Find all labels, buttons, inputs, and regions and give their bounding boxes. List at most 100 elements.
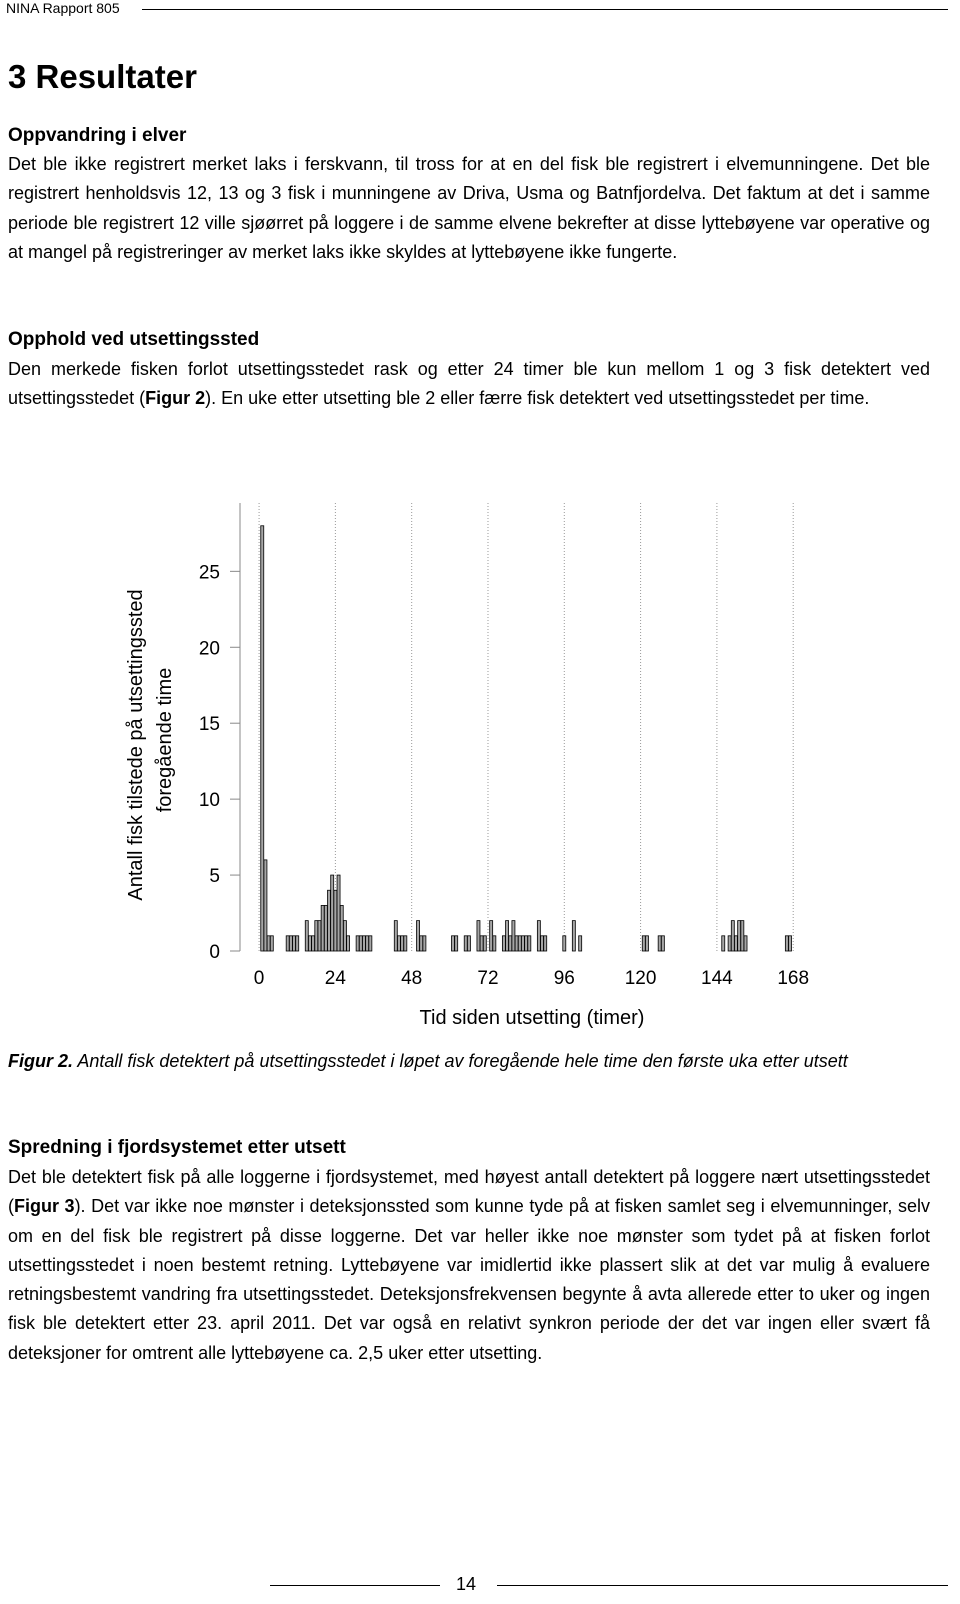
x-tick-label: 0 [254, 968, 265, 989]
bar [393, 920, 398, 952]
x-axis-title: Tid siden utsetting (timer) [420, 1007, 645, 1029]
bar [451, 935, 455, 952]
footer-rule [270, 1585, 440, 1586]
bar [346, 935, 350, 952]
bar [400, 935, 405, 952]
x-tick-label: 144 [701, 968, 733, 989]
subheading: Oppvandring i elver [8, 125, 187, 146]
bar [517, 935, 522, 952]
bar [514, 935, 519, 952]
bar [339, 905, 344, 952]
bar [288, 935, 293, 952]
bar [422, 935, 427, 952]
bar [540, 935, 544, 952]
bar [292, 935, 296, 952]
bar [362, 935, 366, 952]
bar [467, 935, 471, 952]
bar [734, 935, 738, 952]
section-title: 3 Resultater [8, 58, 197, 95]
subheading: Spredning i fjordsystemet etter utsett [8, 1137, 346, 1158]
bar [657, 935, 662, 952]
bar [524, 935, 529, 952]
bar [641, 935, 646, 952]
y-tick-label: 20 [199, 638, 220, 659]
bar [743, 935, 748, 952]
y-tick-label: 15 [199, 714, 220, 735]
bar [645, 935, 649, 952]
y-tick-label: 10 [199, 790, 220, 811]
bar [343, 920, 347, 952]
caption-label: Figur 2. [8, 1051, 74, 1071]
bar [543, 935, 548, 952]
bar [463, 935, 468, 952]
bar [304, 920, 309, 952]
y-tick-label: 0 [209, 942, 220, 963]
bar [285, 935, 290, 952]
y-tick-label: 5 [209, 866, 220, 887]
bar [721, 935, 726, 952]
bar [527, 935, 532, 952]
bar [740, 920, 745, 952]
bar [317, 920, 322, 952]
y-tick-label: 25 [199, 562, 220, 583]
bar [562, 935, 567, 952]
bar [508, 935, 513, 952]
bar [521, 935, 525, 952]
bar [788, 935, 792, 952]
text: Det ble detektert fisk på alle loggerne … [8, 1167, 930, 1217]
chart: 0 5 10 15 20 25 0 24 48 72 96 120 144 168 Tid siden ut… [125, 503, 809, 1029]
text: ). En uke etter utsetting ble 2 eller fæ… [205, 388, 870, 409]
bar [730, 920, 735, 952]
bar [358, 935, 363, 952]
page-number: 14 [456, 1574, 477, 1594]
bar [397, 935, 401, 952]
bar [419, 935, 424, 952]
bar [578, 935, 583, 952]
bar [479, 935, 484, 952]
x-tick-label: 120 [625, 968, 657, 989]
bar [269, 935, 274, 952]
caption-text: Antall fisk detektert på utsettingsstede… [73, 1051, 848, 1071]
bar [365, 935, 370, 952]
x-tick-label: 96 [554, 968, 575, 989]
bar [327, 889, 331, 952]
bar [416, 920, 420, 952]
bar [737, 920, 742, 952]
paragraph: Det ble ikke registrert merket laks i fe… [8, 150, 930, 267]
header-rule [142, 9, 948, 10]
bar [330, 874, 335, 952]
bar [314, 920, 319, 952]
paragraph: Det ble detektert fisk på alle loggerne … [8, 1163, 930, 1368]
bar [660, 935, 665, 952]
bar [727, 935, 732, 952]
figure-caption: Figur 2. Antall fisk detektert på utsett… [8, 1047, 930, 1076]
x-tick-label: 72 [477, 968, 498, 989]
bar [571, 920, 576, 952]
footer-rule [497, 1585, 948, 1586]
bar [476, 920, 481, 952]
bar [266, 935, 271, 952]
bar [323, 905, 328, 952]
bar [403, 935, 408, 952]
bar [511, 920, 516, 952]
bar [454, 935, 459, 952]
bar [311, 935, 316, 952]
subheading: Opphold ved utsettingssted [8, 329, 260, 350]
x-tick-label: 24 [325, 968, 347, 989]
bar [505, 920, 509, 952]
bar [784, 935, 789, 952]
bar [489, 920, 494, 952]
text: Den merkede fisken forlot utsettingssted… [8, 359, 930, 409]
running-header: NINA Rapport 805 [6, 0, 120, 16]
y-axis-title: foregående time [154, 668, 176, 813]
bar [260, 525, 265, 952]
bar [308, 935, 312, 952]
bar [355, 935, 360, 952]
bar [333, 889, 338, 952]
x-tick-label: 168 [777, 968, 809, 989]
text: ). Det var ikke noe mønster i deteksjons… [8, 1196, 930, 1363]
figure-ref: Figur 2 [145, 388, 206, 409]
text: Det ble ikke registrert merket laks i fe… [8, 154, 930, 262]
x-tick-label: 48 [401, 968, 422, 989]
